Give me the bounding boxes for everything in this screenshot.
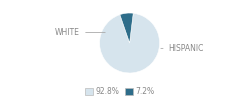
Wedge shape <box>120 13 133 43</box>
Wedge shape <box>100 13 160 73</box>
Text: WHITE: WHITE <box>55 28 105 37</box>
Legend: 92.8%, 7.2%: 92.8%, 7.2% <box>85 87 155 96</box>
Text: HISPANIC: HISPANIC <box>161 44 204 53</box>
